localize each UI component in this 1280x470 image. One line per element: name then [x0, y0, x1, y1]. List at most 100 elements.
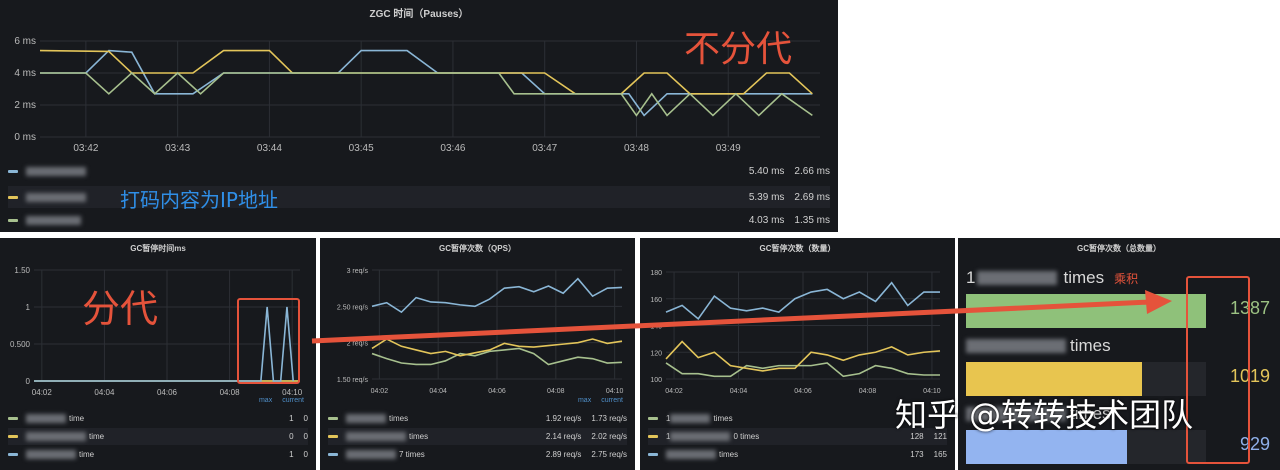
legend-row[interactable]: times 173 165 — [648, 446, 947, 463]
masked-ip — [666, 450, 716, 459]
series-line-green — [40, 71, 813, 117]
series-line-green — [371, 347, 623, 366]
annotation-generational: 分代 — [82, 287, 159, 331]
masked-ip — [346, 450, 396, 459]
x-tick-label: 04:02 — [665, 388, 683, 395]
y-tick-label: 120 — [650, 350, 662, 357]
legend-max: 173 — [910, 450, 924, 459]
bar-fill — [966, 362, 1143, 396]
legend-current: 121 — [933, 432, 947, 441]
gc-pause-count-panel: GC暂停次数（数量） 100 120 140 160 180 04:02 04:04 04:0… — [640, 238, 955, 470]
bar-label: 1 times 乘积 — [966, 268, 1139, 287]
legend-row[interactable]: 5.39 ms 2.69 ms — [8, 186, 830, 208]
legend-max: 5.40 ms — [748, 166, 785, 177]
legend-row[interactable]: time 0 0 — [8, 428, 308, 445]
bar-value: 929 — [1239, 434, 1270, 454]
masked-ip — [346, 432, 406, 441]
x-tick-label: 04:08 — [220, 388, 241, 397]
legend-current: 1.35 ms — [794, 215, 830, 226]
y-tick-label: 1.50 req/s — [337, 377, 369, 384]
legend-row[interactable]: 1 times — [648, 410, 947, 427]
legend-max: 2.14 req/s — [545, 432, 582, 441]
y-tick-label: 4 ms — [14, 68, 36, 79]
legend-swatch — [328, 417, 338, 420]
legend-row[interactable]: time 1 0 — [8, 410, 308, 427]
masked-ip — [26, 414, 66, 423]
panel-title: GC暂停次数（QPS） — [439, 244, 516, 253]
gc-pause-time-panel: GC暂停时间ms 0 0.500 1 1.50 04:02 04:04 04:06 04:08… — [0, 238, 316, 470]
x-tick-label: 04:10 — [282, 388, 303, 397]
x-tick-label: 03:43 — [165, 143, 190, 154]
legend-current: 2.02 req/s — [591, 432, 627, 441]
masked-ip — [346, 414, 386, 423]
legend-swatch — [648, 453, 658, 456]
legend-label: times — [713, 414, 733, 423]
bar-fill — [966, 294, 1206, 328]
y-tick-label: 0 — [26, 377, 31, 386]
legend-header-current[interactable]: current — [282, 397, 304, 404]
legend-row[interactable]: time 1 0 — [8, 446, 308, 463]
legend-swatch — [8, 170, 18, 173]
masked-ip — [670, 432, 731, 441]
legend-row[interactable]: times 2.14 req/s 2.02 req/s — [328, 428, 627, 445]
x-tick-label: 04:10 — [606, 388, 624, 395]
legend-label: 7 times — [399, 450, 425, 459]
legend-label: time — [89, 432, 105, 441]
legend-row[interactable]: 5.40 ms 2.66 ms — [8, 163, 830, 180]
x-tick-label: 04:06 — [794, 388, 812, 395]
legend-max: 1 — [289, 414, 294, 423]
y-tick-label: 180 — [650, 270, 662, 277]
legend-row[interactable]: 1 0 times 128 121 — [648, 428, 947, 445]
legend-label: times — [389, 414, 409, 423]
x-tick-label: 03:48 — [624, 143, 649, 154]
legend-label: time — [79, 450, 95, 459]
y-tick-label: 2 req/s — [347, 341, 369, 348]
annotation-ip-masked: 打码内容为IP地址 — [120, 188, 278, 212]
panel-title: GC暂停次数（总数量） — [1077, 244, 1161, 253]
series-line-blue — [34, 306, 295, 382]
gc-pause-qps-chart: 1.50 req/s 2 req/s 2.50 req/s 3 req/s 04:02 0… — [337, 268, 624, 395]
legend-row[interactable]: times 1.92 req/s 1.73 req/s — [328, 410, 627, 427]
y-tick-label: 0 ms — [14, 132, 36, 143]
legend-label: times — [719, 450, 739, 459]
legend-max: 5.39 ms — [748, 191, 785, 203]
legend-swatch — [328, 435, 338, 438]
x-tick-label: 04:06 — [157, 388, 178, 397]
legend-current: 2.75 req/s — [591, 450, 627, 459]
legend-label: 0 times — [733, 432, 760, 441]
legend-swatch — [8, 219, 18, 222]
x-tick-label: 04:04 — [429, 388, 447, 395]
legend-max: 0 — [289, 432, 294, 441]
masked-ip — [26, 192, 86, 202]
gc-pause-qps-panel: GC暂停次数（QPS） 1.50 req/s 2 req/s 2.50 req/s 3… — [320, 238, 635, 470]
bar-label: times — [966, 404, 1111, 424]
masked-ip — [26, 450, 76, 459]
series-line-yellow — [665, 340, 941, 372]
annotation-no-generation: 不分代 — [684, 29, 793, 70]
annotation-product: 乘积 — [1114, 271, 1139, 286]
y-tick-label: 160 — [650, 297, 662, 304]
legend-current: 0 — [303, 414, 308, 423]
panel-title: GC暂停次数（数量） — [759, 244, 836, 253]
legend-max: 4.03 ms — [748, 215, 785, 226]
legend-row[interactable]: 7 times 2.89 req/s 2.75 req/s — [328, 446, 627, 463]
legend-max: 2.89 req/s — [545, 450, 582, 459]
y-tick-label: 3 req/s — [347, 268, 369, 275]
legend-swatch — [8, 417, 18, 420]
legend-header-current[interactable]: current — [601, 397, 623, 404]
bar-track — [966, 362, 1206, 396]
x-tick-label: 04:08 — [547, 388, 565, 395]
x-tick-label: 04:04 — [94, 388, 115, 397]
legend-swatch — [328, 453, 338, 456]
x-tick-label: 04:04 — [730, 388, 748, 395]
masked-ip — [26, 432, 86, 441]
legend-prefix: 1 — [666, 414, 671, 423]
gc-pause-time-chart: 0 0.500 1 1.50 04:02 04:04 04:06 04:08 04:10 — [10, 266, 303, 397]
legend-label: times — [409, 432, 429, 441]
legend-prefix: 1 — [666, 432, 671, 441]
series-line-blue — [40, 49, 813, 117]
y-tick-label: 0.500 — [10, 340, 31, 349]
legend-header-max[interactable]: max — [577, 397, 592, 404]
legend-header-max[interactable]: max — [258, 397, 273, 404]
legend-row[interactable]: 4.03 ms 1.35 ms — [8, 212, 830, 229]
